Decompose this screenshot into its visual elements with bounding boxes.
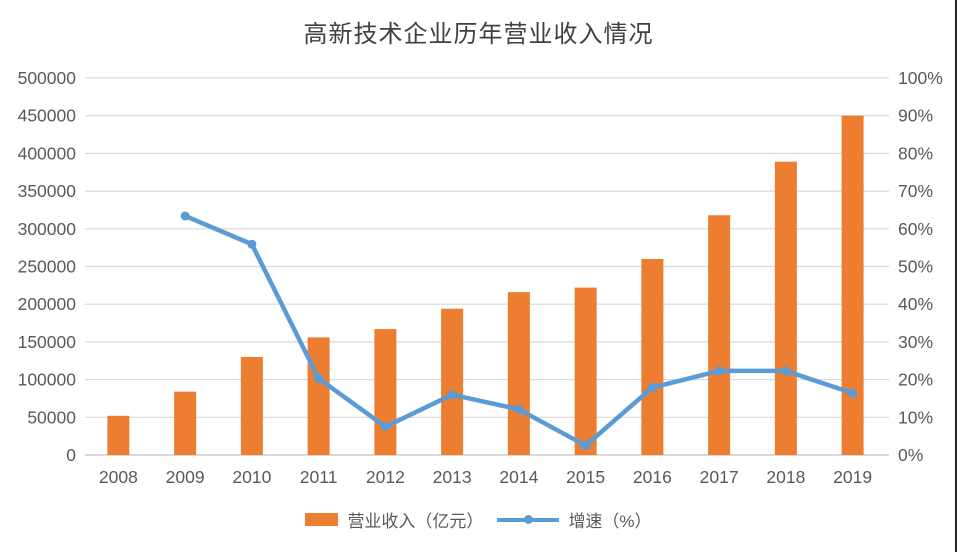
x-axis-label-2009: 2009 — [166, 467, 205, 487]
bar-2011 — [307, 337, 330, 455]
bar-2015 — [574, 287, 597, 455]
left-axis-label-0: 0 — [66, 445, 76, 465]
line-point-2019 — [848, 388, 858, 398]
legend-bar-label: 营业收入（亿元） — [347, 512, 484, 531]
x-axis-label-2018: 2018 — [766, 467, 805, 487]
right-axis-label-90%: 90% — [898, 106, 933, 126]
bar-2010 — [240, 356, 263, 455]
right-axis-label-60%: 60% — [898, 219, 933, 239]
line-point-2010 — [247, 239, 257, 249]
right-axis-label-70%: 70% — [898, 181, 933, 201]
x-axis-label-2015: 2015 — [566, 467, 605, 487]
left-axis-label-100000: 100000 — [18, 370, 77, 390]
x-axis-label-2014: 2014 — [499, 467, 538, 487]
legend-line-label: 增速（%） — [568, 512, 652, 531]
chart-title: 高新技术企业历年营业收入情况 — [303, 22, 654, 48]
right-axis-label-100%: 100% — [898, 68, 943, 88]
left-axis-label-450000: 450000 — [18, 106, 77, 126]
left-axis-label-250000: 250000 — [18, 257, 77, 277]
right-axis-label-20%: 20% — [898, 370, 933, 390]
legend-bar-swatch — [305, 513, 339, 526]
line-point-2009 — [180, 211, 190, 221]
left-axis-label-150000: 150000 — [18, 332, 77, 352]
line-point-2013 — [447, 390, 457, 400]
right-axis-label-30%: 30% — [898, 332, 933, 352]
bar-2016 — [641, 258, 664, 455]
left-axis-label-500000: 500000 — [18, 68, 77, 88]
legend-item-revenue: 营业收入（亿元） — [305, 507, 483, 532]
left-axis-label-50000: 50000 — [27, 407, 76, 427]
legend: 营业收入（亿元） 增速（%） — [0, 507, 957, 532]
x-axis-label-2016: 2016 — [633, 467, 672, 487]
bar-2017 — [708, 215, 731, 455]
right-axis-label-80%: 80% — [898, 143, 933, 163]
left-axis-label-300000: 300000 — [18, 219, 77, 239]
line-point-2012 — [380, 422, 390, 432]
line-point-2015 — [581, 441, 591, 451]
x-axis-label-2012: 2012 — [366, 467, 405, 487]
bar-2019 — [841, 115, 864, 455]
right-axis-label-0%: 0% — [898, 445, 923, 465]
bar-2012 — [374, 329, 397, 455]
left-axis-label-400000: 400000 — [18, 143, 77, 163]
right-axis-label-10%: 10% — [898, 407, 933, 427]
bar-2013 — [441, 308, 464, 455]
line-point-2014 — [514, 404, 524, 414]
left-axis-label-350000: 350000 — [18, 181, 77, 201]
x-axis-label-2017: 2017 — [700, 467, 739, 487]
legend-item-growth: 增速（%） — [497, 507, 652, 532]
bar-2014 — [507, 292, 530, 455]
x-axis-label-2008: 2008 — [99, 467, 138, 487]
x-axis-label-2011: 2011 — [300, 467, 338, 487]
legend-line-marker-icon — [524, 515, 534, 524]
left-axis-label-200000: 200000 — [18, 294, 77, 314]
x-axis-label-2013: 2013 — [433, 467, 472, 487]
bar-2008 — [107, 415, 130, 455]
bar-2009 — [174, 391, 197, 455]
bar-2018 — [774, 161, 797, 455]
x-axis-label-2010: 2010 — [232, 467, 271, 487]
line-point-2016 — [647, 383, 657, 393]
right-axis-label-50%: 50% — [898, 257, 933, 277]
line-point-2011 — [314, 373, 324, 383]
legend-line-swatch — [497, 515, 560, 524]
x-axis-label-2019: 2019 — [833, 467, 872, 487]
right-edge-border — [955, 0, 957, 552]
line-point-2018 — [781, 366, 791, 376]
right-axis-label-40%: 40% — [898, 294, 933, 314]
line-point-2017 — [714, 366, 724, 376]
